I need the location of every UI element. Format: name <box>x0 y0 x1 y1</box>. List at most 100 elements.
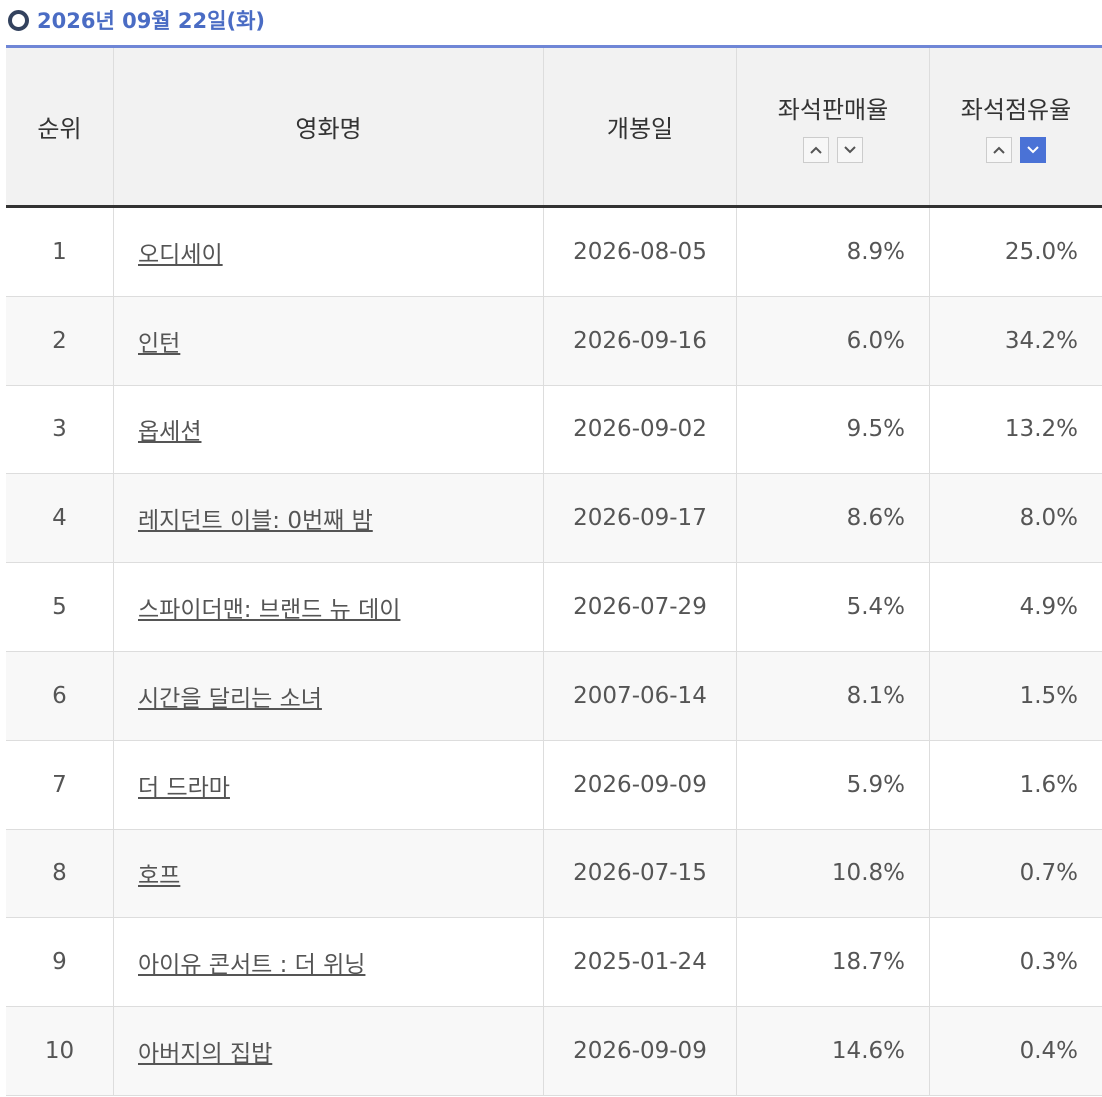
cell-text: 7 <box>52 771 67 798</box>
column-header: 순위 <box>37 115 82 143</box>
table-row: 9 아이유 콘서트 : 더 위닝 2025-01-24 18.7% 0.3% <box>6 918 1102 1008</box>
table-cell: 스파이더맨: 브랜드 뉴 데이 <box>114 563 544 651</box>
header-row: 순위 영화명 개봉일 좌석판매율 좌석점유율 <box>6 48 1102 208</box>
table-cell: 2026-08-05 <box>544 208 737 296</box>
table-cell: 옵세션 <box>114 385 544 474</box>
cell-text: 2026-09-16 <box>573 327 707 354</box>
movie-link[interactable]: 옵세션 <box>138 419 202 446</box>
header-cell: 좌석점유율 <box>930 48 1102 205</box>
table-cell: 0.4% <box>930 1007 1102 1095</box>
table-cell: 13.2% <box>930 386 1102 474</box>
table-cell: 8.1% <box>737 651 930 740</box>
table-row: 3 옵세션 2026-09-02 9.5% 13.2% <box>6 385 1102 475</box>
table-row: 6 시간을 달리는 소녀 2007-06-14 8.1% 1.5% <box>6 651 1102 741</box>
table-row: 8 호프 2026-07-15 10.8% 0.7% <box>6 829 1102 919</box>
table-row: 1 오디세이 2026-08-05 8.9% 25.0% <box>6 208 1102 297</box>
table-cell: 10 <box>6 1007 114 1095</box>
table-cell: 아버지의 집밥 <box>114 1007 544 1095</box>
cell-text: 2026-09-09 <box>573 771 707 798</box>
cell-text: 2026-07-15 <box>573 860 707 887</box>
table-cell: 6.0% <box>737 296 930 385</box>
cell-text: 4 <box>52 505 67 532</box>
table-cell: 5.4% <box>737 563 930 651</box>
table-row: 5 스파이더맨: 브랜드 뉴 데이 2026-07-29 5.4% 4.9% <box>6 563 1102 652</box>
table-cell: 2007-06-14 <box>544 651 737 740</box>
cell-text: 1.5% <box>1019 682 1078 709</box>
cell-text: 9 <box>52 949 67 976</box>
table-row: 4 레지던트 이블: 0번째 밤 2026-09-17 8.6% 8.0% <box>6 474 1102 564</box>
sort-desc-button[interactable] <box>1020 137 1046 163</box>
table-row: 7 더 드라마 2026-09-09 5.9% 1.6% <box>6 740 1102 830</box>
table-cell: 레지던트 이블: 0번째 밤 <box>114 474 544 563</box>
column-header: 좌석판매율 <box>777 96 889 124</box>
cell-text: 10 <box>44 1038 75 1065</box>
movie-link[interactable]: 인턴 <box>138 330 181 357</box>
column-header: 좌석점유율 <box>960 96 1072 124</box>
cell-text: 9.5% <box>846 416 905 443</box>
table-cell: 0.7% <box>930 830 1102 918</box>
table-cell: 2026-09-09 <box>544 740 737 829</box>
table-cell: 2 <box>6 296 114 385</box>
table-cell: 9 <box>6 918 114 1007</box>
header-cell: 영화명 <box>114 48 544 205</box>
table-cell: 오디세이 <box>114 208 544 296</box>
table-cell: 호프 <box>114 829 544 918</box>
movie-link[interactable]: 스파이더맨: 브랜드 뉴 데이 <box>138 597 401 624</box>
table-cell: 더 드라마 <box>114 740 544 829</box>
cell-text: 2026-09-02 <box>573 416 707 443</box>
header-cell: 개봉일 <box>544 48 737 205</box>
movie-link[interactable]: 아이유 콘서트 : 더 위닝 <box>138 952 366 979</box>
table-cell: 18.7% <box>737 918 930 1007</box>
cell-text: 2 <box>52 327 67 354</box>
movie-link[interactable]: 더 드라마 <box>138 774 230 801</box>
table-cell: 6 <box>6 651 114 740</box>
movie-link[interactable]: 레지던트 이블: 0번째 밤 <box>138 508 373 535</box>
table-cell: 인턴 <box>114 296 544 385</box>
cell-text: 5.4% <box>846 594 905 621</box>
movie-link[interactable]: 오디세이 <box>138 241 223 268</box>
cell-text: 5 <box>52 594 67 621</box>
cell-text: 8.6% <box>846 505 905 532</box>
cell-text: 0.4% <box>1019 1038 1078 1065</box>
cell-text: 0.3% <box>1019 949 1078 976</box>
sort-asc-button[interactable] <box>803 137 829 163</box>
sort-desc-button[interactable] <box>837 137 863 163</box>
table-cell: 34.2% <box>930 297 1102 385</box>
table-row: 10 아버지의 집밥 2026-09-09 14.6% 0.4% <box>6 1007 1102 1096</box>
table-cell: 8 <box>6 829 114 918</box>
sort-asc-button[interactable] <box>986 137 1012 163</box>
table-cell: 14.6% <box>737 1007 930 1095</box>
cell-text: 8 <box>52 860 67 887</box>
table-cell: 4.9% <box>930 563 1102 651</box>
column-header: 개봉일 <box>606 115 674 143</box>
cell-text: 6 <box>52 682 67 709</box>
table-cell: 5.9% <box>737 740 930 829</box>
cell-text: 2025-01-24 <box>573 949 707 976</box>
table-cell: 5 <box>6 563 114 651</box>
cell-text: 14.6% <box>831 1038 905 1065</box>
table-cell: 8.6% <box>737 474 930 563</box>
bullet-icon <box>8 9 29 31</box>
cell-text: 8.9% <box>846 238 905 265</box>
cell-text: 2026-07-29 <box>573 594 707 621</box>
table-cell: 10.8% <box>737 829 930 918</box>
date-heading: 2026년 09월 22일(화) <box>8 6 265 34</box>
cell-text: 8.1% <box>846 682 905 709</box>
movie-link[interactable]: 시간을 달리는 소녀 <box>138 685 322 712</box>
table-cell: 아이유 콘서트 : 더 위닝 <box>114 918 544 1007</box>
cell-text: 8.0% <box>1019 505 1078 532</box>
header-cell: 순위 <box>6 48 114 205</box>
table-cell: 7 <box>6 740 114 829</box>
movie-link[interactable]: 호프 <box>138 863 181 890</box>
table-cell: 2026-09-02 <box>544 385 737 474</box>
sort-buttons <box>803 137 863 163</box>
cell-text: 10.8% <box>831 860 905 887</box>
table-row: 2 인턴 2026-09-16 6.0% 34.2% <box>6 296 1102 386</box>
table-cell: 4 <box>6 474 114 563</box>
movie-link[interactable]: 아버지의 집밥 <box>138 1041 273 1068</box>
table-cell: 1.5% <box>930 652 1102 740</box>
table-cell: 2026-07-15 <box>544 829 737 918</box>
table-cell: 2026-09-17 <box>544 474 737 563</box>
header-cell: 좌석판매율 <box>737 48 930 205</box>
